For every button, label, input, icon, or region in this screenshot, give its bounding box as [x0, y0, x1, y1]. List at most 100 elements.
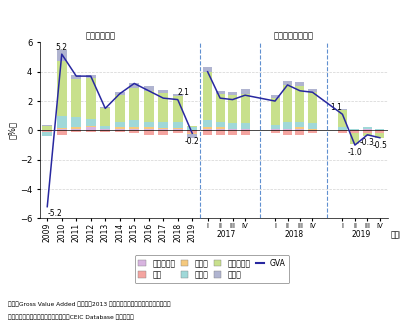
- Bar: [172, 130, 183, 133]
- Bar: [363, 129, 372, 130]
- Bar: [129, 130, 140, 133]
- Bar: [308, 123, 317, 129]
- Text: 2017: 2017: [217, 230, 236, 239]
- Bar: [296, 82, 304, 86]
- Text: 2019: 2019: [352, 230, 371, 239]
- Bar: [270, 95, 280, 98]
- Bar: [71, 117, 82, 127]
- Bar: [216, 122, 224, 127]
- Bar: [240, 130, 250, 135]
- Bar: [363, 130, 372, 133]
- Bar: [228, 129, 237, 130]
- Bar: [216, 91, 224, 94]
- Bar: [172, 128, 183, 129]
- Bar: [240, 94, 250, 123]
- Text: 1.1: 1.1: [330, 103, 342, 112]
- Bar: [158, 90, 168, 93]
- Bar: [129, 129, 140, 130]
- Bar: [42, 132, 52, 136]
- Bar: [350, 130, 360, 133]
- Bar: [203, 130, 212, 135]
- Legend: 農林水産業, 鉱業, 建設業, 製造業, サービス業, その他, GVA: 農林水産業, 鉱業, 建設業, 製造業, サービス業, その他, GVA: [135, 255, 289, 283]
- Bar: [144, 86, 154, 91]
- Bar: [338, 130, 347, 133]
- Bar: [144, 130, 154, 135]
- Bar: [296, 129, 304, 130]
- Bar: [71, 75, 82, 79]
- Bar: [129, 127, 140, 129]
- Bar: [114, 127, 125, 129]
- Text: 5.2: 5.2: [56, 43, 68, 52]
- Bar: [228, 92, 237, 95]
- Bar: [56, 116, 67, 128]
- Bar: [86, 126, 96, 127]
- Bar: [144, 127, 154, 129]
- Bar: [338, 127, 347, 130]
- Bar: [42, 126, 52, 130]
- Bar: [270, 130, 280, 133]
- Bar: [144, 91, 154, 122]
- Bar: [228, 123, 237, 129]
- Bar: [187, 134, 198, 138]
- Bar: [308, 89, 317, 92]
- Bar: [375, 129, 384, 130]
- Bar: [375, 133, 384, 138]
- Bar: [172, 94, 183, 96]
- Bar: [100, 126, 110, 129]
- Bar: [216, 130, 224, 135]
- Bar: [158, 129, 168, 130]
- Bar: [216, 127, 224, 129]
- Bar: [283, 130, 292, 135]
- Bar: [228, 130, 237, 135]
- Bar: [114, 129, 125, 130]
- Bar: [296, 86, 304, 122]
- Bar: [144, 122, 154, 127]
- Bar: [296, 130, 304, 135]
- Bar: [283, 122, 292, 129]
- Bar: [203, 67, 212, 72]
- Bar: [86, 75, 96, 78]
- Bar: [71, 130, 82, 132]
- Bar: [187, 126, 198, 127]
- Bar: [296, 122, 304, 127]
- Bar: [144, 129, 154, 130]
- Text: 資料：メキシコ国立統計地理情報院、CEIC Database から作成。: 資料：メキシコ国立統計地理情報院、CEIC Database から作成。: [8, 315, 134, 320]
- Bar: [240, 129, 250, 130]
- Bar: [203, 129, 212, 130]
- Bar: [270, 125, 280, 129]
- Bar: [114, 92, 125, 95]
- Text: （年期）: （年期）: [391, 230, 400, 239]
- Bar: [187, 130, 198, 133]
- Bar: [114, 130, 125, 132]
- Bar: [270, 98, 280, 125]
- Bar: [240, 123, 250, 129]
- Bar: [240, 89, 250, 94]
- Bar: [56, 128, 67, 129]
- Bar: [56, 129, 67, 130]
- Bar: [56, 50, 67, 61]
- Bar: [216, 129, 224, 130]
- Bar: [283, 129, 292, 130]
- Bar: [187, 127, 198, 130]
- Text: 備考：Gross Value Added の数値。2013 年基準。四半期ベースは前年同期比。: 備考：Gross Value Added の数値。2013 年基準。四半期ベース…: [8, 302, 171, 307]
- Bar: [158, 122, 168, 128]
- Bar: [56, 130, 67, 135]
- Bar: [350, 129, 360, 130]
- Text: （四半期ベース）: （四半期ベース）: [274, 32, 314, 41]
- Bar: [296, 127, 304, 129]
- Bar: [308, 92, 317, 123]
- Bar: [283, 85, 292, 122]
- Bar: [338, 109, 347, 110]
- Bar: [100, 130, 110, 132]
- Bar: [363, 127, 372, 129]
- Text: （年ベース）: （年ベース）: [86, 32, 116, 41]
- Y-axis label: （%）: （%）: [8, 121, 17, 140]
- Bar: [114, 122, 125, 127]
- Bar: [308, 129, 317, 130]
- Bar: [270, 129, 280, 130]
- Bar: [187, 133, 198, 134]
- Bar: [203, 120, 212, 127]
- Bar: [338, 110, 347, 127]
- Bar: [375, 130, 384, 133]
- Bar: [158, 93, 168, 122]
